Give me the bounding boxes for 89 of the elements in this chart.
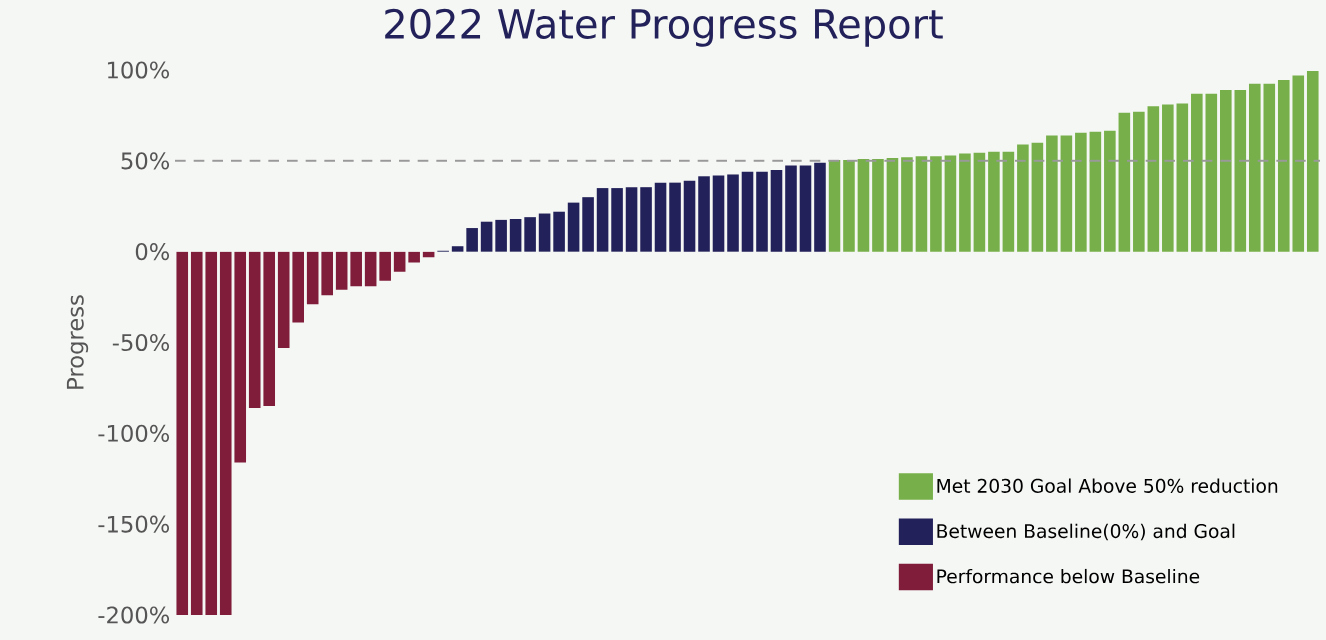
bar xyxy=(596,188,609,252)
bar xyxy=(451,246,464,252)
bar xyxy=(1277,80,1290,252)
bar xyxy=(959,153,971,252)
bar xyxy=(814,162,826,252)
bar xyxy=(509,218,522,252)
bar xyxy=(857,159,870,252)
bar xyxy=(1263,83,1276,252)
bar xyxy=(1306,70,1319,252)
bar xyxy=(1089,131,1102,252)
bar xyxy=(292,251,304,323)
bar xyxy=(1031,142,1044,252)
bar xyxy=(669,182,681,252)
bar xyxy=(205,251,218,616)
bar xyxy=(756,171,768,252)
bar xyxy=(277,251,290,348)
bar xyxy=(741,171,754,252)
bar xyxy=(567,202,580,252)
bar xyxy=(886,158,899,252)
bar xyxy=(190,251,203,616)
bar xyxy=(219,251,232,616)
bar xyxy=(1234,89,1247,252)
bar xyxy=(799,165,812,252)
bar xyxy=(263,251,276,407)
bar xyxy=(1220,89,1232,252)
bar xyxy=(466,228,478,252)
bar xyxy=(393,251,406,272)
bar xyxy=(176,251,189,616)
bar xyxy=(1046,135,1058,252)
bar xyxy=(1118,112,1131,252)
bar xyxy=(625,187,638,252)
bar xyxy=(350,251,362,287)
bar xyxy=(1205,93,1218,252)
bar xyxy=(1292,75,1305,252)
bar xyxy=(553,211,565,252)
y-tick-label: -200% xyxy=(98,606,170,624)
y-tick-label: -100% xyxy=(98,424,170,442)
chart-title: 2022 Water Progress Report xyxy=(385,8,943,47)
bar xyxy=(306,251,319,305)
bar xyxy=(1060,135,1073,252)
bar xyxy=(480,221,493,252)
bar xyxy=(1002,151,1015,252)
bar xyxy=(1191,93,1203,252)
bar xyxy=(915,156,928,252)
y-tick-label: 100% xyxy=(107,61,170,79)
bar xyxy=(944,155,957,252)
bar xyxy=(379,251,391,281)
bar xyxy=(828,159,841,252)
bar xyxy=(698,176,710,252)
bar xyxy=(973,152,986,252)
bar xyxy=(524,217,536,252)
bar xyxy=(654,182,667,252)
bar xyxy=(538,213,551,252)
bar xyxy=(364,251,377,287)
legend-label: Performance below Baseline xyxy=(937,568,1200,584)
bar xyxy=(843,159,855,252)
y-tick-label: -150% xyxy=(98,515,170,533)
bar xyxy=(1162,104,1174,252)
legend-label: Met 2030 Goal Above 50% reduction xyxy=(937,478,1278,493)
bar xyxy=(1248,83,1261,252)
bar xyxy=(1104,130,1116,252)
bar xyxy=(683,180,696,252)
bar xyxy=(408,251,420,263)
bar xyxy=(495,219,507,252)
bar xyxy=(640,187,652,252)
bar xyxy=(901,157,913,252)
y-axis-title: Progress xyxy=(66,295,89,389)
legend-label: Between Baseline(0%) and Goal xyxy=(937,523,1235,541)
bar xyxy=(727,174,739,252)
bar xyxy=(335,251,348,290)
bar xyxy=(1147,106,1160,252)
bar xyxy=(930,156,942,252)
bar xyxy=(611,188,623,252)
bar xyxy=(248,251,261,408)
bar xyxy=(234,251,247,463)
bar xyxy=(582,197,594,252)
bar xyxy=(712,175,725,252)
bar xyxy=(785,165,797,252)
bar xyxy=(1133,111,1145,252)
bar xyxy=(321,251,333,296)
y-tick-label: 0% xyxy=(135,243,170,261)
y-tick-label: 50% xyxy=(121,152,170,170)
bar xyxy=(1017,144,1029,252)
bar xyxy=(770,169,783,252)
bar xyxy=(1075,132,1087,252)
bar xyxy=(872,159,884,252)
y-tick-label: -50% xyxy=(112,333,170,352)
bar xyxy=(988,151,1000,252)
bar xyxy=(1176,103,1189,252)
